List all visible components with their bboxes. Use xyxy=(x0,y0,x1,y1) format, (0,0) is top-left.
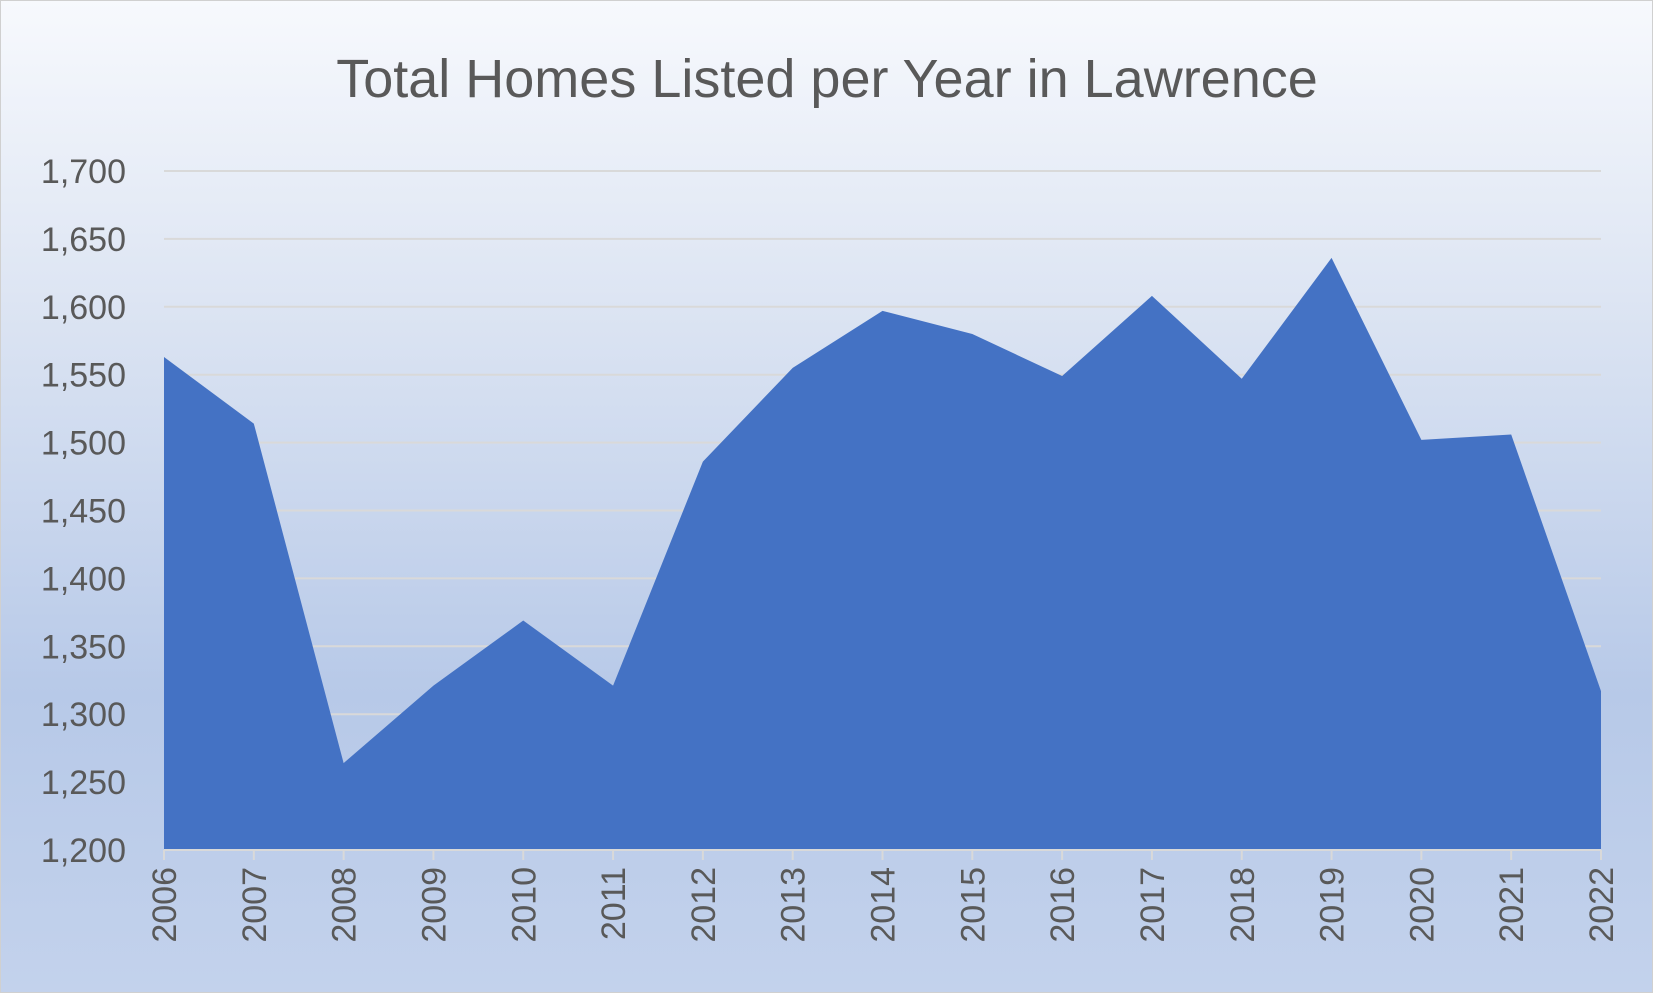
x-tick-label: 2019 xyxy=(1314,867,1352,943)
y-tick-label: 1,700 xyxy=(41,153,126,191)
x-tick-label: 2021 xyxy=(1493,867,1531,943)
y-tick-label: 1,300 xyxy=(41,696,126,734)
x-tick-label: 2010 xyxy=(505,867,543,943)
y-tick-label: 1,550 xyxy=(41,357,126,395)
y-tick-label: 1,250 xyxy=(41,764,126,802)
y-axis: 1,200 1,250 1,300 1,350 1,400 1,450 1,500 1,550… xyxy=(41,153,126,870)
x-tick-label: 2015 xyxy=(954,867,992,943)
x-tick-label: 2006 xyxy=(146,867,184,943)
y-tick-label: 1,500 xyxy=(41,425,126,463)
x-tick-label: 2007 xyxy=(236,867,274,943)
x-tick-label: 2008 xyxy=(326,867,364,943)
x-tick-label: 2009 xyxy=(415,867,453,943)
x-axis xyxy=(163,849,1602,860)
x-tick-label: 2022 xyxy=(1583,867,1621,943)
x-axis-labels: 2006 2007 2008 2009 2010 2011 2012 2013 2014 2015… xyxy=(146,867,1621,943)
y-tick-label: 1,450 xyxy=(41,493,126,531)
x-tick-label: 2011 xyxy=(595,867,633,940)
x-tick-label: 2020 xyxy=(1403,867,1441,943)
y-tick-label: 1,400 xyxy=(41,560,126,598)
y-tick-label: 1,600 xyxy=(41,289,126,327)
x-tick-label: 2018 xyxy=(1224,867,1262,943)
y-tick-label: 1,350 xyxy=(41,628,126,666)
y-tick-label: 1,200 xyxy=(41,832,126,870)
y-tick-label: 1,650 xyxy=(41,221,126,259)
x-tick-label: 2014 xyxy=(865,867,903,943)
x-tick-label: 2013 xyxy=(775,867,813,943)
x-tick-label: 2012 xyxy=(685,867,723,943)
area-series xyxy=(164,257,1601,850)
x-tick-label: 2017 xyxy=(1134,867,1172,943)
chart-title: Total Homes Listed per Year in Lawrence xyxy=(336,49,1318,109)
x-tick-label: 2016 xyxy=(1044,867,1082,943)
plot-area xyxy=(163,257,1602,850)
